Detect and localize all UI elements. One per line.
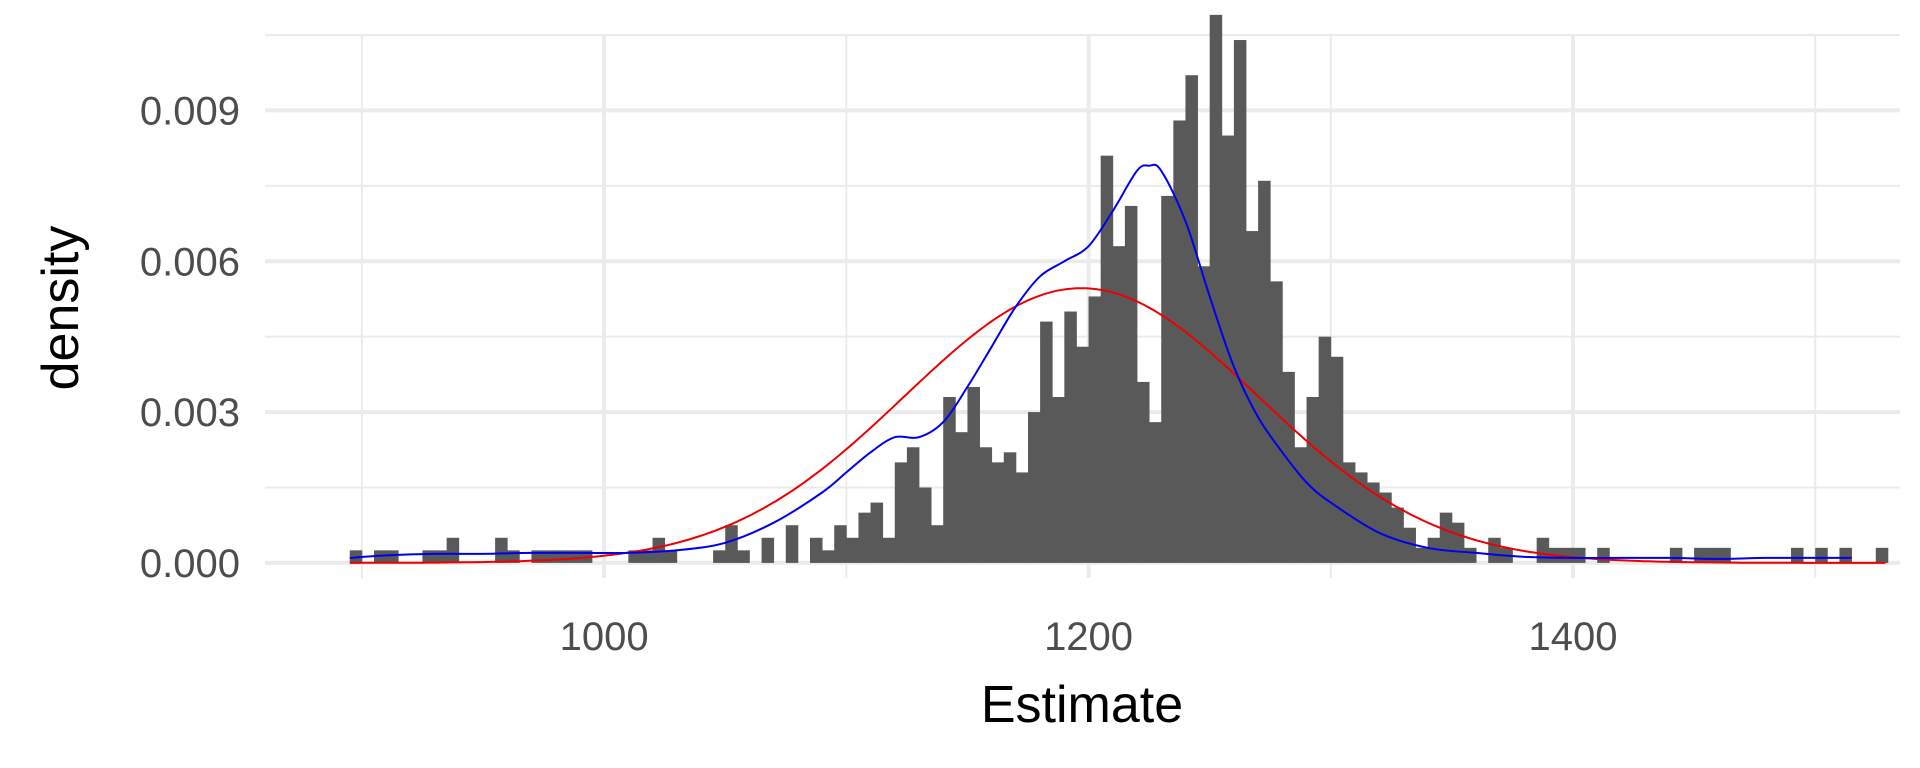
histogram-bar xyxy=(1173,120,1186,563)
histogram-bar xyxy=(664,550,678,563)
histogram-bar xyxy=(1560,547,1574,563)
normal-curve xyxy=(349,287,1886,564)
histogram-bar xyxy=(495,537,508,563)
histogram-bar xyxy=(1439,512,1453,563)
histogram-bar xyxy=(1040,321,1053,563)
histogram-bar xyxy=(386,550,399,563)
histogram-bar xyxy=(894,462,908,563)
histogram-bar xyxy=(725,525,738,563)
histogram-bar xyxy=(870,502,884,563)
histogram-bar xyxy=(1088,296,1102,563)
histogram-bar xyxy=(1451,522,1465,563)
x-tick-label: 1000 xyxy=(560,615,649,659)
histogram-bar xyxy=(1282,371,1295,563)
y-tick-label: 0.009 xyxy=(140,89,240,133)
histogram-bar xyxy=(1391,507,1404,563)
histogram-bar xyxy=(846,537,859,563)
histogram-bar xyxy=(1815,547,1828,563)
x-tick-label: 1400 xyxy=(1529,615,1618,659)
histogram-bar xyxy=(446,537,460,563)
histogram-bar xyxy=(1342,462,1356,563)
histogram-bar xyxy=(1427,537,1441,563)
histogram-bar xyxy=(1064,311,1077,563)
histogram-bar xyxy=(1258,180,1271,563)
histogram-bar xyxy=(737,550,750,563)
histogram-bar xyxy=(1076,346,1089,563)
histogram-bar xyxy=(434,550,448,563)
histogram-bar xyxy=(1573,547,1586,563)
histogram-bar xyxy=(1028,412,1041,563)
y-tick-label: 0.000 xyxy=(140,542,240,586)
histogram-bar xyxy=(640,550,653,563)
histogram-bar xyxy=(1100,155,1114,563)
histogram-bar xyxy=(991,462,1005,563)
x-tick-labels: 1000 1200 1400 xyxy=(560,615,1618,659)
histogram-bar xyxy=(1403,527,1416,563)
histogram-bar xyxy=(858,512,871,563)
histogram-bar xyxy=(1124,205,1138,563)
histogram-bar xyxy=(822,550,835,563)
histogram-bar xyxy=(1052,397,1065,563)
curves xyxy=(349,163,1886,564)
x-tick-label: 1200 xyxy=(1044,615,1133,659)
x-axis-title: Estimate xyxy=(981,676,1183,734)
histogram-bar xyxy=(1003,452,1017,563)
histogram-bar xyxy=(1791,547,1804,563)
histogram-bar xyxy=(1718,547,1731,563)
histogram-bar xyxy=(1270,281,1283,563)
histogram-bar xyxy=(931,525,944,563)
histogram-bar xyxy=(1694,547,1707,563)
histogram-bar xyxy=(1246,231,1259,563)
histogram-bar xyxy=(1233,40,1247,563)
histogram-bar xyxy=(834,525,847,563)
histogram-bar xyxy=(979,447,993,563)
histogram-bar xyxy=(1306,397,1320,563)
density-curve xyxy=(349,163,1852,560)
y-tick-labels: 0.000 0.003 0.006 0.009 xyxy=(140,89,240,586)
histogram-bar xyxy=(1355,472,1368,563)
histogram-bar xyxy=(906,447,920,563)
histogram-bar xyxy=(1137,381,1150,563)
histogram-bar xyxy=(761,537,775,563)
histogram-bar xyxy=(1706,547,1719,563)
histogram-bar xyxy=(1197,266,1211,563)
histogram-bar xyxy=(1318,336,1332,563)
histogram-bar xyxy=(1464,547,1477,563)
histogram-bar xyxy=(955,432,968,563)
histogram-bar xyxy=(882,537,896,563)
histogram-bar xyxy=(1875,547,1889,563)
histogram-bar xyxy=(1488,537,1501,563)
histogram-bar xyxy=(1536,537,1550,563)
histogram-bar xyxy=(810,537,823,563)
histogram-bar xyxy=(422,550,435,563)
histogram-bar xyxy=(1330,356,1344,563)
histogram-bar xyxy=(919,487,932,563)
histogram-bar xyxy=(1415,547,1429,563)
histogram-bar xyxy=(1839,547,1852,563)
histogram-bar xyxy=(967,386,980,563)
histogram-bar xyxy=(1112,246,1126,563)
histogram-bar xyxy=(652,537,666,563)
histogram-bar xyxy=(1161,195,1174,563)
y-axis-title: density xyxy=(32,226,90,391)
histogram-bar xyxy=(1367,482,1380,563)
histogram-bar xyxy=(1294,447,1307,563)
histogram-bar xyxy=(785,525,799,563)
histogram-bar xyxy=(1597,547,1610,563)
histogram-bar xyxy=(1185,75,1198,563)
y-tick-label: 0.003 xyxy=(140,391,240,435)
histogram-bar xyxy=(1015,472,1029,563)
histogram-bar xyxy=(1379,492,1392,563)
histogram-bar xyxy=(1209,14,1223,563)
y-tick-label: 0.006 xyxy=(140,240,240,284)
histogram-bar xyxy=(1669,547,1683,563)
histogram-bars xyxy=(349,14,1889,563)
histogram-bar xyxy=(943,397,956,563)
histogram-bar xyxy=(713,550,726,563)
histogram-bar xyxy=(1149,422,1162,563)
